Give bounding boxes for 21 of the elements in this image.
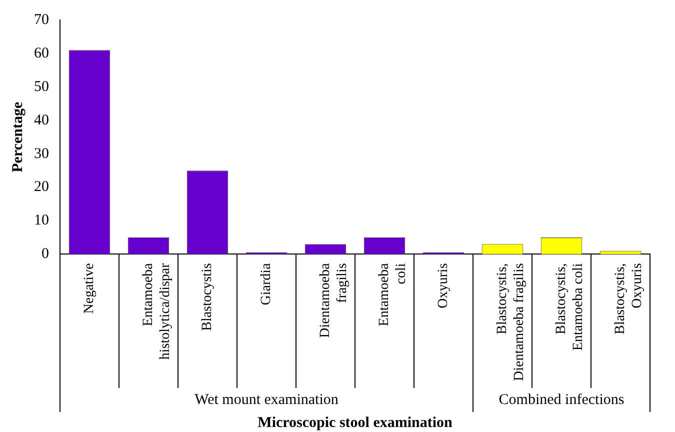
- x-tick-label: Negative: [82, 263, 98, 314]
- y-tick-label: 10: [34, 212, 49, 229]
- x-axis-title: Microscopic stool examination: [258, 414, 454, 431]
- x-tick-label: Oxyuris: [436, 263, 452, 308]
- y-tick-label: 60: [34, 45, 49, 62]
- y-axis-title: Percentage: [10, 102, 26, 172]
- x-tick-label: Blastocystis, Oxyuris: [613, 263, 645, 334]
- text: Wet mount examination: [194, 392, 339, 408]
- x-tick-label: Blastocystis: [200, 263, 216, 331]
- x-tick-label: Giardia: [259, 262, 274, 306]
- y-tick-label: 30: [34, 146, 49, 162]
- x-tick-label: Entamoeba coli: [377, 262, 409, 326]
- y-tick-label: 0: [42, 246, 49, 262]
- x-tick-label: Dientamoeba fragilis: [318, 262, 350, 338]
- y-tick-label: 50: [34, 78, 49, 95]
- text: Combined infections: [498, 392, 624, 408]
- y-tick-label: 40: [34, 112, 49, 128]
- x-tick-label: Entamoeba histolytica/dispar: [141, 262, 173, 360]
- x-tick-label: Blastocystis, Entamoeba coli: [554, 263, 586, 351]
- y-tick-label: 70: [34, 12, 49, 28]
- y-tick-label: 20: [34, 179, 49, 196]
